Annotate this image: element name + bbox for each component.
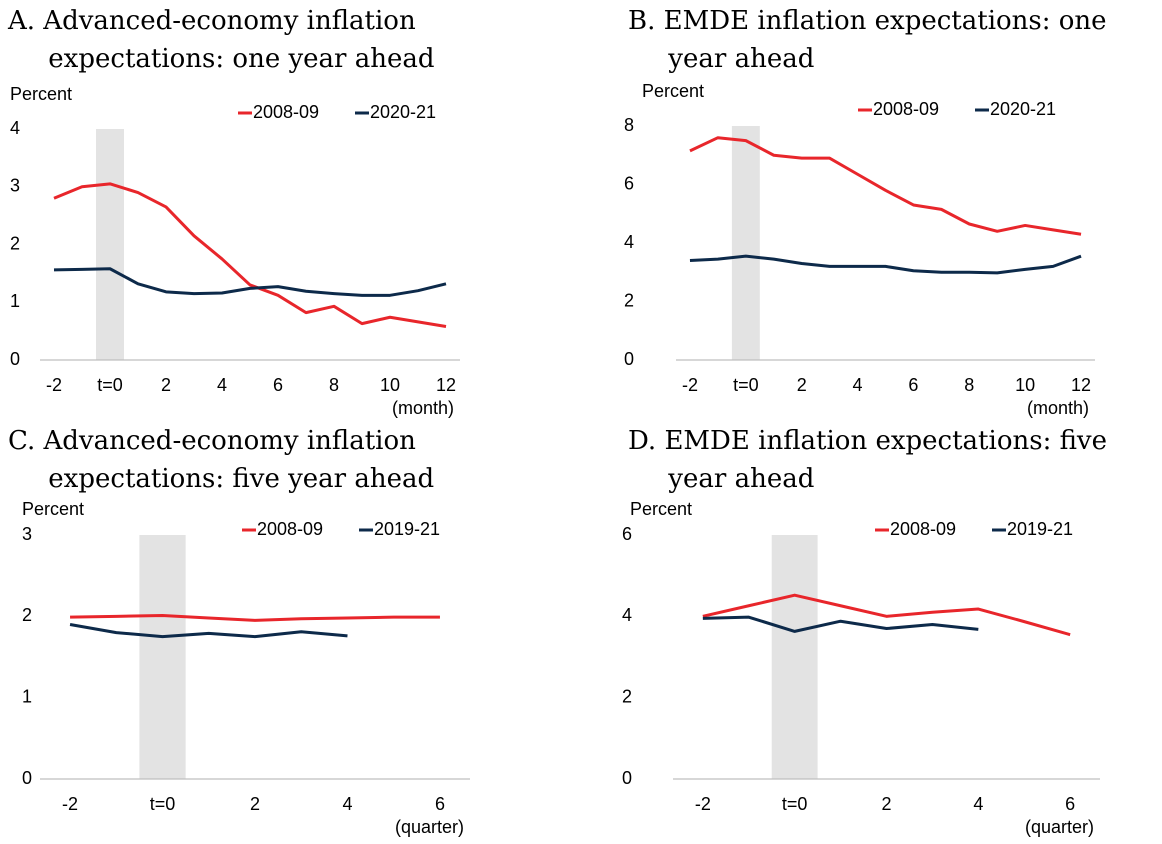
series-line (70, 614, 440, 622)
series-line (689, 136, 1082, 236)
legend-label: 2008-09 (873, 99, 939, 119)
y-tick-label: 0 (622, 768, 632, 788)
y-tick-label: 4 (624, 232, 634, 252)
y-tick-label: 0 (10, 349, 20, 369)
y-tick-label: 1 (10, 291, 20, 311)
chart: 0 2 4 6 -2 t=0 2 4 6 (quarter) Percent 2008-09 2019-… (622, 499, 1100, 837)
x-tick-label: 2 (250, 794, 260, 814)
legend-label: 2019-21 (1007, 519, 1073, 539)
x-tick-label: 4 (973, 794, 983, 814)
chart-title: C. Advanced-economy inflation expectatio… (8, 426, 435, 494)
y-tick-label: 2 (22, 605, 32, 625)
series-line (53, 267, 447, 297)
y-tick-label: 0 (22, 768, 32, 788)
series-line (689, 254, 1082, 275)
x-tick-label: t=0 (733, 375, 759, 395)
x-tick-label: t=0 (782, 794, 808, 814)
x-tick-label: -2 (695, 794, 711, 814)
x-axis-label: (month) (392, 398, 454, 418)
y-tick-label: 3 (10, 176, 20, 196)
x-tick-label: -2 (46, 375, 62, 395)
chart-panel: 0 1 2 3 4 -2 t=0 2 4 6 8 10 12 (month) Percent 2008-09 2… (0, 0, 542, 424)
x-axis-label: (month) (1027, 398, 1089, 418)
x-tick-label: 4 (853, 375, 863, 395)
y-tick-label: 4 (10, 118, 20, 138)
y-axis-label: Percent (22, 499, 84, 519)
chart: 0 2 4 6 8 -2 t=0 2 4 6 8 10 12 (month) Percent 2008-09 2… (624, 81, 1095, 418)
y-tick-label: 0 (624, 349, 634, 369)
legend-label: 2008-09 (890, 519, 956, 539)
x-tick-label: 10 (380, 375, 400, 395)
y-axis-label: Percent (10, 84, 72, 104)
y-tick-label: 3 (22, 524, 32, 544)
shaded-period (139, 535, 186, 779)
x-axis-label: (quarter) (395, 817, 464, 837)
x-tick-label: 2 (797, 375, 807, 395)
x-tick-label: 2 (161, 375, 171, 395)
x-tick-label: 6 (1065, 794, 1075, 814)
x-tick-label: 6 (908, 375, 918, 395)
y-tick-label: 4 (622, 605, 632, 625)
y-tick-label: 1 (22, 686, 32, 706)
x-tick-label: 8 (964, 375, 974, 395)
y-tick-label: 8 (624, 115, 634, 135)
y-tick-label: 2 (622, 686, 632, 706)
x-tick-label: t=0 (150, 794, 176, 814)
y-axis-label: Percent (630, 499, 692, 519)
y-tick-label: 2 (10, 233, 20, 253)
shaded-period (96, 129, 124, 360)
x-tick-label: 10 (1015, 375, 1035, 395)
shaded-period (731, 126, 760, 360)
series-line (702, 593, 1071, 637)
x-tick-label: 2 (881, 794, 891, 814)
chart: 0 1 2 3 -2 t=0 2 4 6 (quarter) Percent 2008-09 2019-… (22, 499, 470, 837)
series-line (702, 615, 979, 633)
x-tick-label: 8 (329, 375, 339, 395)
x-tick-label: 12 (436, 375, 456, 395)
x-tick-label: 4 (342, 794, 352, 814)
y-tick-label: 6 (622, 524, 632, 544)
x-tick-label: t=0 (97, 375, 123, 395)
x-tick-label: 4 (217, 375, 227, 395)
series-line (69, 622, 348, 639)
chart-panel: 0 1 2 3 -2 t=0 2 4 6 (quarter) Percent 2008-09 2019-… (0, 420, 542, 844)
y-tick-label: 2 (624, 290, 634, 310)
x-tick-label: 12 (1071, 375, 1091, 395)
x-tick-label: -2 (62, 794, 78, 814)
chart-panel: 0 2 4 6 -2 t=0 2 4 6 (quarter) Percent 2008-09 2019-… (620, 420, 1162, 844)
legend-label: 2020-21 (370, 102, 436, 122)
legend-label: 2020-21 (990, 99, 1056, 119)
chart-panel: 0 2 4 6 8 -2 t=0 2 4 6 8 10 12 (month) Percent 2008-09 2… (620, 0, 1162, 424)
x-tick-label: -2 (682, 375, 698, 395)
chart-title: D. EMDE inflation expectations: five yea… (628, 426, 1108, 494)
chart-title: A. Advanced-economy inflation expectatio… (8, 6, 435, 74)
y-axis-label: Percent (642, 81, 704, 101)
legend-label: 2008-09 (253, 102, 319, 122)
series-line (53, 182, 447, 328)
shaded-period (771, 535, 818, 779)
legend-label: 2008-09 (257, 519, 323, 539)
legend-label: 2019-21 (374, 519, 440, 539)
x-tick-label: 6 (435, 794, 445, 814)
x-axis-label: (quarter) (1025, 817, 1094, 837)
y-tick-label: 6 (624, 173, 634, 193)
x-tick-label: 6 (273, 375, 283, 395)
chart-title: B. EMDE inflation expectations: one year… (628, 6, 1107, 74)
